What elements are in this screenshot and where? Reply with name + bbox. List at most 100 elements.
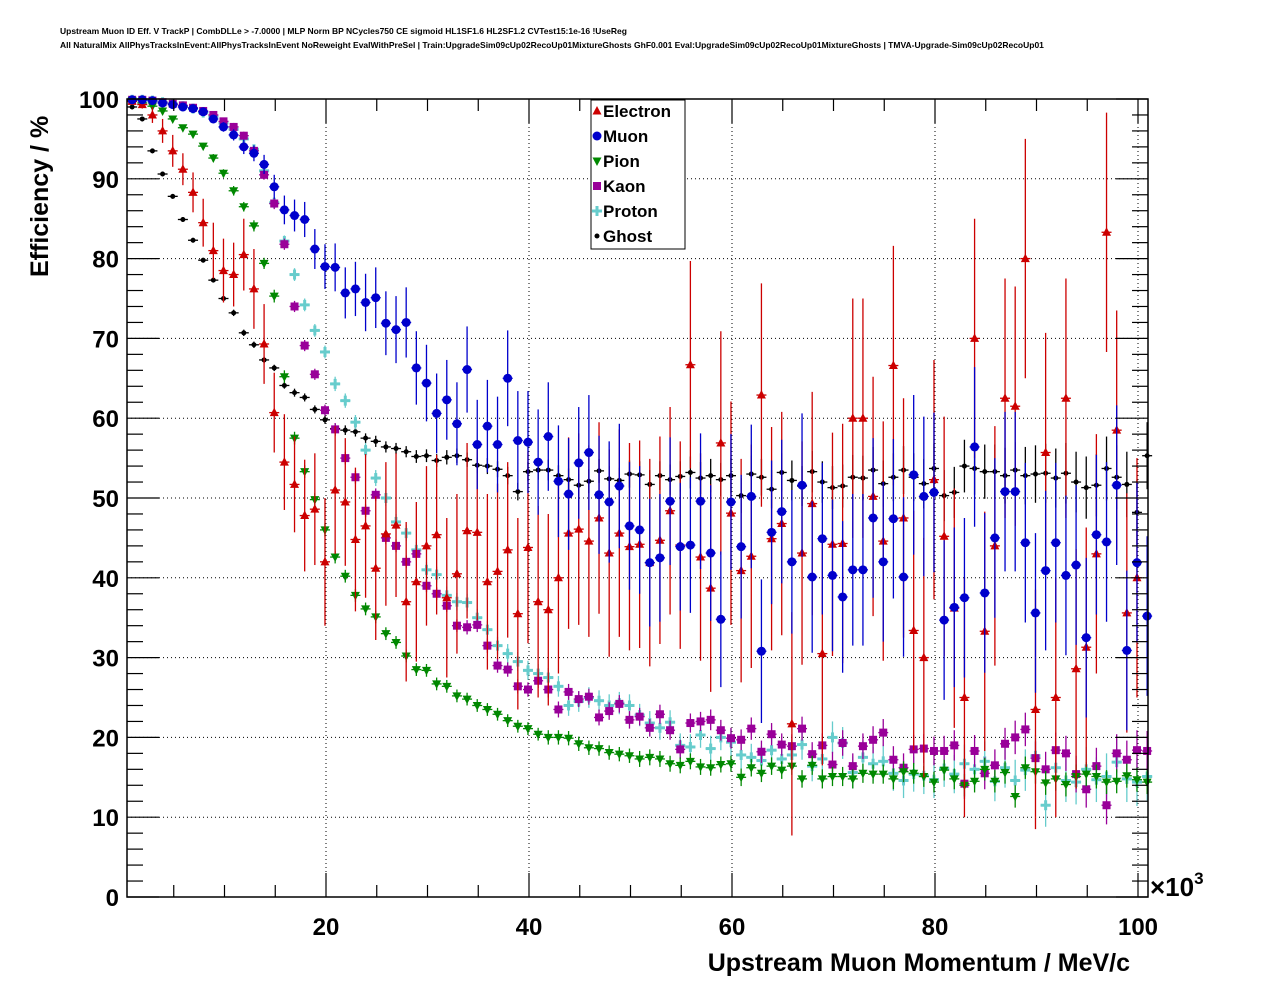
marker — [1041, 765, 1050, 774]
data-point-pion — [736, 768, 747, 787]
data-point-electron — [208, 222, 219, 279]
legend-marker — [594, 233, 600, 239]
marker — [838, 592, 848, 602]
marker — [574, 695, 583, 704]
marker — [808, 750, 817, 759]
marker — [564, 734, 574, 744]
data-point-pion — [1121, 763, 1132, 788]
data-point-muon — [1060, 495, 1071, 656]
marker — [401, 596, 411, 606]
data-point-electron — [918, 537, 929, 778]
data-point-pion — [989, 770, 1000, 793]
data-point-muon — [878, 482, 889, 642]
marker — [342, 427, 348, 433]
marker-v — [830, 732, 834, 743]
data-point-muon — [725, 434, 736, 570]
legend-item-pion: Pion — [592, 152, 640, 171]
data-point-pion — [644, 749, 655, 766]
marker — [1020, 538, 1030, 548]
data-point-electron — [715, 331, 726, 555]
marker — [777, 507, 787, 517]
data-point-electron — [431, 454, 442, 615]
marker — [1124, 481, 1130, 487]
data-point-muon — [259, 154, 270, 175]
data-point-muon — [248, 145, 259, 162]
marker-v — [333, 378, 337, 389]
data-point-pion — [594, 741, 605, 756]
y-tick-label: 10 — [92, 805, 119, 832]
data-point-kaon — [949, 730, 960, 761]
data-point-electron — [685, 260, 696, 469]
marker — [413, 454, 419, 460]
marker — [421, 378, 431, 388]
y-tick-label: 90 — [92, 167, 119, 194]
marker — [188, 187, 198, 196]
data-point-kaon — [583, 688, 594, 705]
marker — [848, 775, 858, 784]
marker — [218, 169, 228, 179]
marker — [767, 762, 777, 772]
marker — [655, 755, 665, 764]
marker-v — [353, 417, 357, 428]
marker — [229, 122, 238, 131]
marker — [665, 496, 675, 506]
data-point-muon — [441, 359, 452, 440]
marker — [249, 148, 259, 158]
data-point-muon — [786, 490, 797, 634]
marker — [229, 269, 239, 279]
y-tick-label: 0 — [106, 885, 119, 912]
marker — [869, 735, 878, 744]
data-point-kaon — [857, 733, 868, 759]
data-point-muon — [1091, 454, 1102, 615]
marker — [158, 98, 168, 108]
marker — [1051, 538, 1061, 548]
data-point-kaon — [563, 683, 574, 700]
data-point-muon — [1020, 462, 1031, 623]
data-point-muon — [624, 462, 635, 590]
data-point-kaon — [238, 131, 249, 140]
marker — [361, 297, 371, 307]
data-point-muon — [817, 462, 828, 615]
marker — [624, 521, 634, 531]
marker — [290, 211, 300, 221]
data-point-muon — [370, 267, 381, 329]
marker — [564, 489, 574, 499]
marker — [1061, 749, 1070, 758]
marker — [1083, 485, 1089, 491]
data-point-muon — [898, 497, 909, 657]
marker — [1011, 733, 1020, 742]
marker — [940, 746, 949, 755]
marker — [726, 497, 736, 507]
data-point-ghost — [248, 341, 259, 348]
marker — [635, 712, 644, 721]
marker — [158, 107, 168, 116]
marker-v — [739, 749, 743, 760]
data-point-muon — [228, 129, 239, 141]
data-point-electron — [451, 494, 462, 654]
data-point-electron — [147, 106, 158, 123]
marker-v — [526, 665, 530, 676]
data-point-kaon — [1060, 735, 1071, 771]
data-point-pion — [807, 755, 818, 775]
marker — [208, 154, 218, 164]
marker — [696, 496, 706, 506]
data-point-muon — [512, 391, 523, 491]
marker — [909, 470, 919, 480]
marker — [442, 592, 452, 602]
marker — [423, 453, 429, 459]
marker — [160, 171, 166, 177]
marker — [371, 563, 381, 572]
marker — [322, 417, 328, 423]
legend-item-muon: Muon — [592, 127, 648, 146]
marker — [229, 187, 239, 196]
marker — [239, 142, 249, 152]
marker — [970, 777, 980, 787]
data-point-electron — [177, 153, 188, 186]
data-point-kaon — [776, 733, 787, 756]
marker — [310, 244, 320, 254]
marker — [838, 773, 848, 782]
y-tick-label: 40 — [92, 566, 119, 593]
marker-v — [881, 756, 885, 767]
marker-v — [973, 764, 977, 775]
data-point-pion — [340, 569, 351, 583]
